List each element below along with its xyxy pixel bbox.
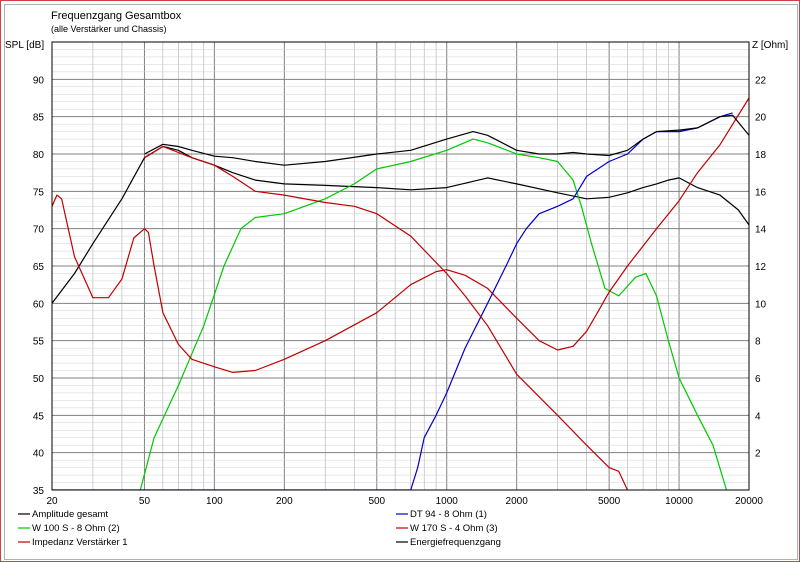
legend-label: W 170 S - 4 Ohm (3) bbox=[410, 523, 498, 534]
series-line-6 bbox=[144, 114, 749, 166]
x-tick-label: 20000 bbox=[735, 496, 763, 507]
y-right-tick-label: 2 bbox=[755, 449, 761, 460]
x-tick-label: 1000 bbox=[436, 496, 459, 507]
legend-label: W 100 S - 8 Ohm (2) bbox=[32, 523, 120, 534]
y-right-tick-label: 10 bbox=[755, 299, 767, 310]
grid bbox=[51, 41, 750, 491]
x-tick-label: 100 bbox=[206, 496, 223, 507]
y-right-tick-label: 18 bbox=[755, 150, 767, 161]
legend: Amplitude gesamt W 100 S - 8 Ohm (2) Imped… bbox=[18, 509, 501, 548]
x-tick-label: 50 bbox=[139, 496, 151, 507]
y-left-tick-label: 70 bbox=[33, 225, 45, 236]
y-left-tick-label: 90 bbox=[33, 75, 45, 86]
y-right-tick-label: 16 bbox=[755, 187, 767, 198]
chart-panel bbox=[4, 4, 798, 560]
y-right-tick-label: 22 bbox=[755, 75, 767, 86]
x-tick-label: 10000 bbox=[665, 496, 693, 507]
legend-label: DT 94 - 8 Ohm (1) bbox=[410, 509, 487, 520]
plot-area-border bbox=[51, 41, 750, 491]
y-left-tick-label: 55 bbox=[33, 337, 45, 348]
series-line-4 bbox=[52, 112, 733, 490]
legend-label: Impedanz Verstärker 1 bbox=[32, 537, 128, 548]
y-axis-right-label: Z [Ohm] bbox=[752, 40, 788, 51]
y-left-tick-label: 50 bbox=[33, 374, 45, 385]
y-right-tick-label: 20 bbox=[755, 113, 767, 124]
y-right-tick-label: 14 bbox=[755, 225, 767, 236]
legend-label: Amplitude gesamt bbox=[32, 509, 108, 520]
y-left-tick-label: 75 bbox=[33, 187, 45, 198]
x-tick-label: 200 bbox=[276, 496, 293, 507]
series-lines bbox=[52, 97, 749, 490]
y-left-tick-label: 45 bbox=[33, 411, 45, 422]
legend-label: Energiefrequenzgang bbox=[410, 537, 501, 548]
y-right-tick-label: 6 bbox=[755, 374, 761, 385]
x-tick-label: 5000 bbox=[598, 496, 621, 507]
y-axis-left-label: SPL [dB] bbox=[5, 40, 44, 51]
y-left-tick-label: 65 bbox=[33, 262, 45, 273]
y-right-tick-label: 4 bbox=[755, 411, 761, 422]
series-line-5 bbox=[144, 145, 629, 490]
y-left-tick-label: 80 bbox=[33, 150, 45, 161]
y-right-tick-label: 8 bbox=[755, 337, 761, 348]
y-left-tick-label: 60 bbox=[33, 299, 45, 310]
y-left-tick-label: 40 bbox=[33, 449, 45, 460]
series-line-3 bbox=[52, 97, 749, 373]
y-left-tick-label: 35 bbox=[33, 486, 45, 497]
series-group bbox=[52, 97, 749, 490]
chart-title: Frequenzgang Gesamtbox bbox=[51, 10, 182, 22]
tick-labels: 20 50 100 200 500 1000 2000 5000 10000 20000 35 40 4… bbox=[33, 75, 767, 507]
y-right-tick-label: 12 bbox=[755, 262, 767, 273]
y-left-tick-label: 85 bbox=[33, 113, 45, 124]
x-tick-label: 20 bbox=[46, 496, 58, 507]
x-tick-label: 500 bbox=[368, 496, 385, 507]
series-line-2 bbox=[139, 138, 728, 490]
x-tick-label: 2000 bbox=[506, 496, 529, 507]
chart-subtitle: (alle Verstärker und Chassis) bbox=[51, 24, 167, 34]
